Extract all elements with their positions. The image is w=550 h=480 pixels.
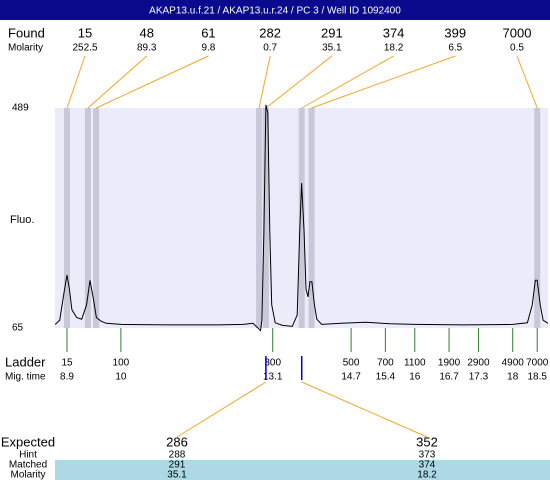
peak-band [93,108,100,328]
peak-band [84,108,91,328]
peak-connector [95,55,209,109]
found-molarity: 0.5 [510,43,524,54]
peak-band [256,108,263,328]
y-axis-label: Fluo. [10,214,34,226]
peak-band [64,108,71,328]
ladder-mig-time: 8.9 [60,372,74,383]
ladder-size: 700 [377,358,394,369]
ladder-mig-time: 17.3 [469,372,489,383]
found-size: 374 [383,25,405,40]
ladder-size: 500 [343,358,360,369]
found-molarity: 252.5 [72,43,97,54]
found-molarity: 89.3 [137,43,157,54]
peak-connector [258,55,271,109]
peak-connector [311,55,456,109]
peak-connector [265,55,333,109]
ladder-mig-time: 13.1 [263,372,283,383]
peak-band [298,108,305,328]
ladder-mig-time: 15.4 [376,372,396,383]
found-molarity: 18.2 [384,43,404,54]
found-size: 282 [259,25,281,40]
found-size: 48 [139,25,153,40]
found-size: 7000 [503,25,532,40]
exp-molarity-label: Molarity [10,470,45,480]
ladder-size: 1100 [404,358,426,369]
expected-connector [301,381,428,438]
ladder-mig-time: 10 [115,372,127,383]
peak-band [534,108,541,328]
peak-band [308,108,315,328]
ladder-label: Ladder [5,354,46,369]
ladder-size: 300 [264,358,281,369]
ladder-size: 100 [113,358,130,369]
ladder-mig-time: 18.5 [527,372,547,383]
title-bar [0,0,550,20]
chart-title: AKAP13.u.f.21 / AKAP13.u.r.24 / PC 3 / W… [149,6,401,17]
hint-label: Hint [19,450,37,461]
molarity-value: 35.1 [167,470,187,480]
y-tick-label: 65 [12,323,24,334]
ladder-mig-time: 14.7 [341,372,361,383]
matched-value: 291 [169,460,186,471]
found-size: 291 [321,25,343,40]
ladder-size: 4900 [502,358,525,369]
peak-connector [301,55,394,109]
ladder-size: 15 [61,358,73,369]
molarity-label: Molarity [8,43,43,54]
found-molarity: 6.5 [448,43,462,54]
found-molarity: 35.1 [322,43,342,54]
found-size: 399 [444,25,466,40]
expected-value: 352 [416,434,438,449]
trace [54,104,549,332]
expected-label: Expected [1,434,55,449]
peak-connector [66,55,86,109]
matched-label: Matched [9,460,47,471]
found-size: 61 [201,25,215,40]
expected-value: 286 [166,434,188,449]
ladder-mig-time: 16 [409,372,421,383]
ladder-mig-time: 18 [507,372,519,383]
hint-value: 288 [169,450,186,461]
expected-connector [176,381,267,438]
matched-row-bg [55,460,550,471]
found-molarity: 0.7 [263,43,277,54]
peak-connector [87,55,148,109]
molarity-value: 18.2 [417,470,437,480]
y-tick-label: 489 [12,103,29,114]
found-label: Found [8,25,45,40]
matched-value: 374 [419,460,436,471]
hint-value: 373 [419,450,436,461]
ladder-size: 1900 [438,358,461,369]
found-molarity: 9.8 [201,43,215,54]
mig-time-label: Mig. time [5,372,46,383]
ladder-size: 7000 [526,358,549,369]
ladder-size: 2900 [467,358,490,369]
found-size: 15 [78,25,92,40]
peak-band [262,108,269,328]
ladder-mig-time: 16.7 [439,372,459,383]
peak-connector [516,55,538,109]
molarity-row-bg [55,471,550,480]
